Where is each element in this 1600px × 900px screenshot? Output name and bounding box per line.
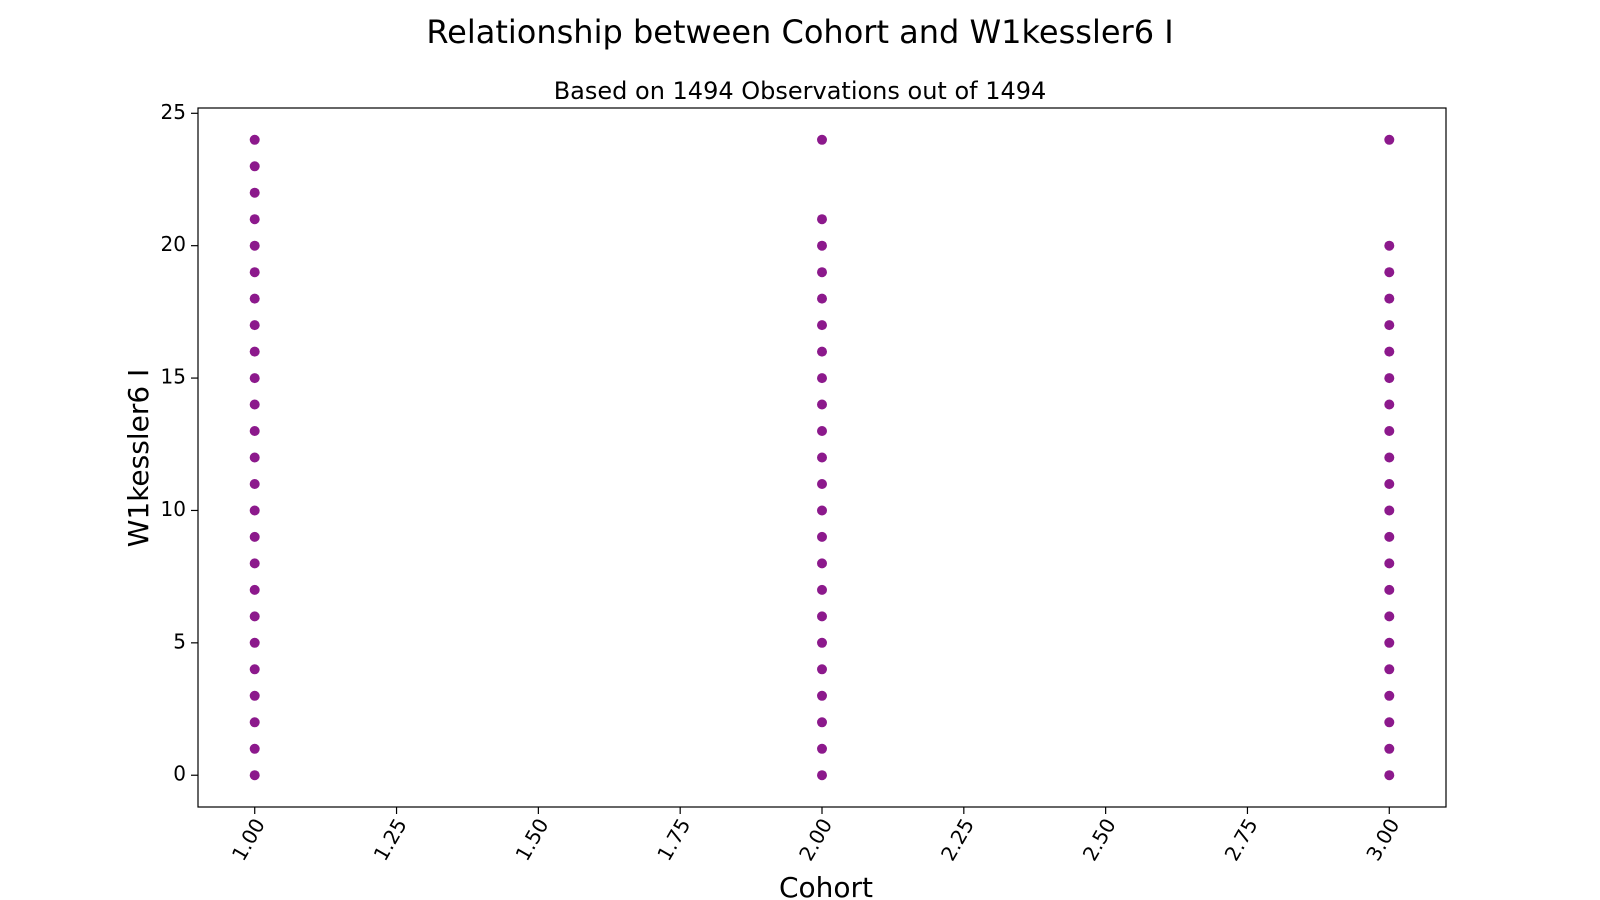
data-point (1384, 717, 1395, 728)
data-point (817, 611, 827, 622)
data-point (1384, 452, 1395, 463)
data-point (817, 690, 827, 701)
data-point (817, 664, 827, 675)
data-point (1384, 373, 1395, 384)
data-point (817, 346, 827, 357)
x-tick-label: 1.50 (510, 814, 553, 865)
data-point (1384, 240, 1395, 251)
data-point (249, 399, 260, 410)
y-tick-label: 5 (173, 629, 186, 653)
data-point (817, 267, 827, 278)
data-point (249, 134, 260, 145)
x-tick-label: 2.25 (936, 814, 979, 865)
y-axis-ticks: 0 5 10 15 20 25 (161, 100, 198, 786)
data-point (249, 373, 260, 384)
data-point (817, 214, 827, 225)
data-point (817, 399, 827, 410)
data-point (1384, 320, 1395, 331)
data-point (249, 770, 260, 781)
data-point (249, 505, 260, 516)
data-point (817, 743, 827, 754)
plot-frame (197, 107, 1447, 808)
data-point (817, 134, 827, 145)
data-point (817, 240, 827, 251)
data-point (249, 214, 260, 225)
data-point (249, 664, 260, 675)
data-point (249, 558, 260, 569)
x-tick-label: 2.00 (794, 814, 837, 865)
x-tick-label: 1.00 (227, 814, 270, 865)
data-point (817, 293, 827, 304)
data-point (1384, 267, 1395, 278)
data-point (817, 426, 827, 436)
data-point (249, 479, 260, 489)
data-point (1384, 531, 1395, 542)
data-point (1384, 770, 1395, 781)
x-tick-label: 2.50 (1078, 814, 1121, 865)
data-point (1384, 743, 1395, 754)
data-point (817, 320, 827, 331)
x-tick-label: 1.75 (652, 814, 695, 865)
data-point (817, 531, 827, 542)
data-point (817, 558, 827, 569)
data-point (1384, 346, 1395, 357)
data-point (1384, 293, 1395, 304)
data-point (817, 637, 827, 648)
y-axis-label: W1kessler6 I (122, 369, 155, 548)
data-point (249, 240, 260, 251)
data-point (249, 717, 260, 728)
data-point (249, 161, 260, 172)
x-axis-label: Cohort (779, 871, 873, 900)
data-point (249, 531, 260, 542)
data-point (249, 690, 260, 701)
data-point (1384, 134, 1395, 145)
data-point (1384, 399, 1395, 410)
chart-title: Relationship between Cohort and W1kessle… (426, 13, 1173, 51)
data-point (249, 346, 260, 357)
data-point (1384, 584, 1395, 595)
y-tick-label: 0 (173, 762, 186, 786)
data-point (249, 320, 260, 331)
chart-subtitle: Based on 1494 Observations out of 1494 (554, 77, 1047, 105)
data-point (1384, 479, 1395, 489)
data-point (817, 770, 827, 781)
data-point (817, 717, 827, 728)
x-tick-label: 2.75 (1219, 814, 1262, 865)
data-points (249, 134, 1395, 781)
data-point (817, 452, 827, 463)
data-point (1384, 664, 1395, 675)
y-tick-label: 20 (161, 232, 186, 256)
data-point (249, 611, 260, 622)
y-tick-label: 25 (161, 100, 186, 124)
data-point (249, 293, 260, 304)
data-point (1384, 637, 1395, 648)
data-point (1384, 558, 1395, 569)
data-point (817, 479, 827, 489)
x-tick-label: 3.00 (1361, 814, 1404, 865)
data-point (249, 637, 260, 648)
y-tick-label: 10 (161, 497, 186, 521)
data-point (1384, 426, 1395, 436)
data-point (249, 743, 260, 754)
data-point (817, 373, 827, 384)
data-point (249, 452, 260, 463)
data-point (249, 267, 260, 278)
y-tick-label: 15 (161, 365, 186, 389)
data-point (1384, 505, 1395, 516)
data-point (817, 505, 827, 516)
x-axis-ticks: 1.00 1.25 1.50 1.75 2.00 2.25 2.50 2.75 3.00 (227, 807, 1404, 865)
x-tick-label: 1.25 (369, 814, 412, 865)
data-point (1384, 690, 1395, 701)
data-point (817, 584, 827, 595)
data-point (249, 584, 260, 595)
data-point (249, 187, 260, 198)
data-point (249, 426, 260, 436)
data-point (1384, 611, 1395, 622)
